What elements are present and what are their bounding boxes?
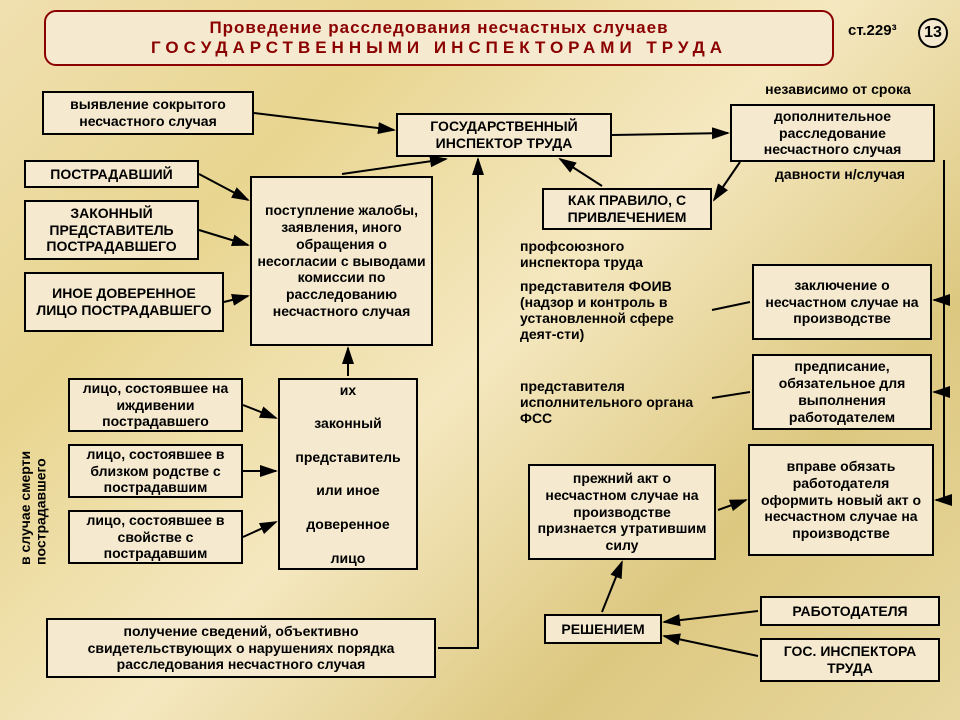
article-ref: ст.229³ [848,22,897,39]
node-info: получение сведений, объективно свидетель… [46,618,436,678]
node-inlaw: лицо, состоявшее в свойстве с пострадавш… [68,510,243,564]
note-below: давности н/случая [740,166,940,182]
death-note: в случае смерти пострадавшего [18,380,49,565]
page-number-circle: 13 [918,18,948,48]
title-line2: ГОСУДАРСТВЕННЫМИ ИНСПЕКТОРАМИ ТРУДА [151,38,727,58]
node-oblige: вправе обязать работодателя оформить нов… [748,444,934,556]
node-reveal: выявление сокрытого несчастного случая [42,91,254,135]
node-fss: представителя исполнительного органа ФСС [520,378,704,426]
node-as-rule: КАК ПРАВИЛО, С ПРИВЛЕЧЕНИЕМ [542,188,712,230]
node-employer: РАБОТОДАТЕЛЯ [760,596,940,626]
node-gos-insp: ГОС. ИНСПЕКТОРА ТРУДА [760,638,940,682]
note-above: независимо от срока [738,81,938,97]
node-dependent: лицо, состоявшее на иждивении пострадавш… [68,378,243,432]
title-line1: Проведение расследования несчастных случ… [209,18,668,38]
node-victim: ПОСТРАДАВШИЙ [24,160,199,188]
node-inspector: ГОСУДАРСТВЕННЫЙ ИНСПЕКТОР ТРУДА [396,113,612,157]
node-complaint: поступление жалобы, заявления, иного обр… [250,176,433,346]
page-number: 13 [924,24,942,42]
node-decision: РЕШЕНИЕМ [544,614,662,644]
node-prev-act: прежний акт о несчастном случае на произ… [528,464,716,560]
node-conclusion: заключение о несчастном случае на произв… [752,264,932,340]
node-kin: лицо, состоявшее в близком родстве с пос… [68,444,243,498]
node-legal-rep: ЗАКОННЫЙ ПРЕДСТАВИТЕЛЬ ПОСТРАДАВШЕГО [24,200,199,260]
node-foiv: представителя ФОИВ (надзор и контроль в … [520,278,706,342]
node-their-rep: их законный представитель или иное довер… [278,378,418,570]
node-prescript: предписание, обязательное для выполнения… [752,354,932,430]
node-union-insp: профсоюзного инспектора труда [520,238,700,270]
title-box: Проведение расследования несчастных случ… [44,10,834,66]
node-trusted: ИНОЕ ДОВЕРЕННОЕ ЛИЦО ПОСТРАДАВШЕГО [24,272,224,332]
node-additional: дополнительное расследование несчастного… [730,104,935,162]
